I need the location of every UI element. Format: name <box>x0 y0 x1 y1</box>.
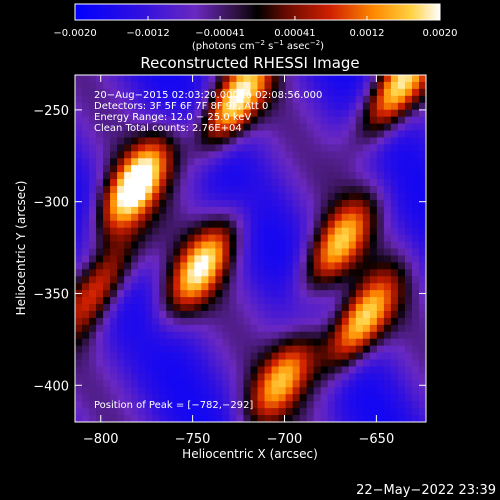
y-axis-label: Heliocentric Y (arcsec) <box>14 181 28 316</box>
annotation-block: 20−Aug−2015 02:03:20.000 to 02:08:56.000… <box>94 90 322 411</box>
x-tick-label: −800 <box>83 432 119 447</box>
colorbar-ticks: −0.0020 −0.0012 −0.00041 0.00041 0.0012 0.002… <box>53 16 458 39</box>
annotation-counts: Clean Total counts: 2.76E+04 <box>94 123 242 134</box>
axis-ticks: −800 −750 −700 −650 −400 −350 −300 −250 <box>33 75 426 447</box>
heatmap-image <box>75 75 426 422</box>
colorbar-tick-label: −0.00041 <box>195 28 245 39</box>
plot-frame <box>74 74 427 423</box>
y-tick-label: −350 <box>33 287 69 302</box>
colorbar-tick-label: 0.0012 <box>350 28 385 39</box>
annotation-detectors: Detectors: 3F 5F 6F 7F 8F 9F, Att 0 <box>94 101 268 112</box>
colorbar <box>74 3 441 21</box>
colorbar-tick-label: 0.00041 <box>274 28 315 39</box>
colorbar-units-label: (photons cm−2 s−1 asec−2) <box>192 39 324 52</box>
y-tick-label: −300 <box>33 196 69 211</box>
colorbar-tick-label: −0.0020 <box>53 28 96 39</box>
timestamp: 22−May−2022 23:39 <box>356 483 496 498</box>
colorbar-tick-label: −0.0012 <box>126 28 169 39</box>
y-tick-label: −400 <box>33 379 69 394</box>
annotation-time: 20−Aug−2015 02:03:20.000 to 02:08:56.000 <box>94 90 322 101</box>
chart-title: Reconstructed RHESSI Image <box>140 54 359 72</box>
x-tick-label: −650 <box>359 432 395 447</box>
x-axis-label: Heliocentric X (arcsec) <box>182 447 318 461</box>
colorbar-tick-label: 0.0020 <box>423 28 458 39</box>
peak-position-label: Position of Peak = [−782,−292] <box>94 400 253 411</box>
x-tick-label: −700 <box>267 432 303 447</box>
x-tick-label: −750 <box>175 432 211 447</box>
y-tick-label: −250 <box>33 104 69 119</box>
annotation-energy: Energy Range: 12.0 − 25.0 keV <box>94 112 251 123</box>
